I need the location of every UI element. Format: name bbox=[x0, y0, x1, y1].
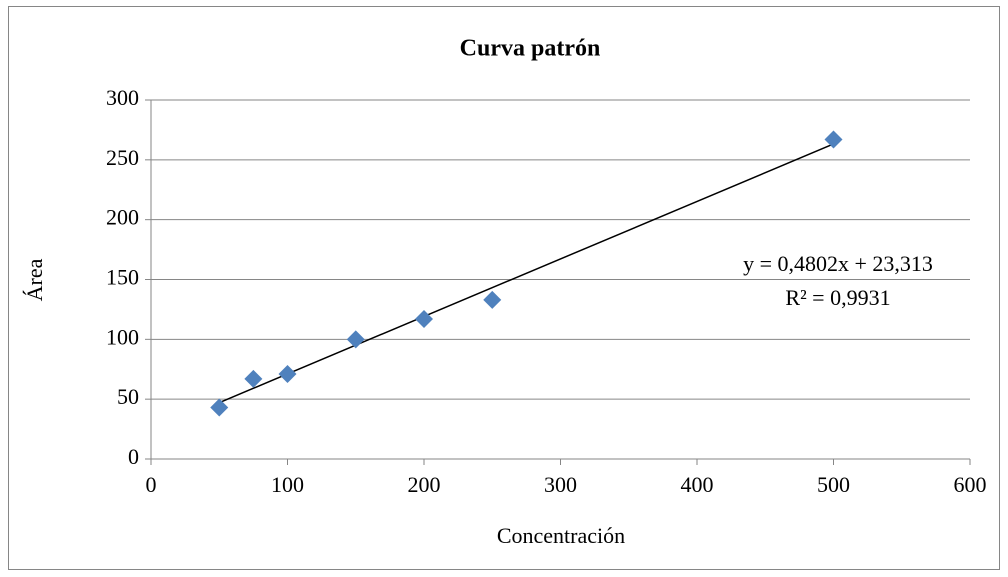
y-axis-label: Área bbox=[22, 258, 47, 301]
trendline bbox=[218, 143, 834, 404]
x-tick-label: 0 bbox=[146, 472, 157, 497]
trendline-equation: y = 0,4802x + 23,313 bbox=[743, 251, 933, 276]
x-tick-label: 500 bbox=[817, 472, 850, 497]
x-tick-label: 200 bbox=[408, 472, 441, 497]
x-tick-label: 400 bbox=[681, 472, 714, 497]
x-tick-label: 100 bbox=[271, 472, 304, 497]
y-tick-label: 300 bbox=[106, 85, 139, 110]
data-point bbox=[483, 290, 502, 309]
data-point bbox=[824, 130, 843, 149]
y-tick-label: 200 bbox=[106, 205, 139, 230]
y-tick-label: 100 bbox=[106, 324, 139, 349]
y-tick-label: 0 bbox=[128, 444, 139, 469]
x-tick-label: 300 bbox=[544, 472, 577, 497]
data-point bbox=[210, 398, 229, 417]
y-tick-label: 250 bbox=[106, 145, 139, 170]
chart-title: Curva patrón bbox=[460, 36, 601, 62]
trendline-r-squared: R² = 0,9931 bbox=[785, 285, 890, 310]
data-point bbox=[244, 369, 263, 388]
data-point bbox=[346, 330, 365, 349]
x-axis-label: Concentración bbox=[497, 523, 625, 548]
y-tick-label: 150 bbox=[106, 265, 139, 290]
data-point bbox=[415, 309, 433, 328]
y-tick-label: 50 bbox=[117, 384, 139, 409]
x-tick-label: 600 bbox=[954, 472, 987, 497]
data-point bbox=[278, 365, 297, 384]
